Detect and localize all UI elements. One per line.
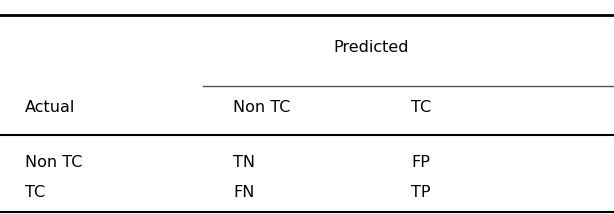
Text: FP: FP [411, 155, 430, 170]
Text: Actual: Actual [25, 100, 75, 114]
Text: FN: FN [233, 185, 255, 200]
Text: TC: TC [411, 100, 432, 114]
Text: TP: TP [411, 185, 431, 200]
Text: TC: TC [25, 185, 45, 200]
Text: Predicted: Predicted [334, 40, 409, 55]
Text: Non TC: Non TC [25, 155, 82, 170]
Text: Non TC: Non TC [233, 100, 290, 114]
Text: TN: TN [233, 155, 255, 170]
